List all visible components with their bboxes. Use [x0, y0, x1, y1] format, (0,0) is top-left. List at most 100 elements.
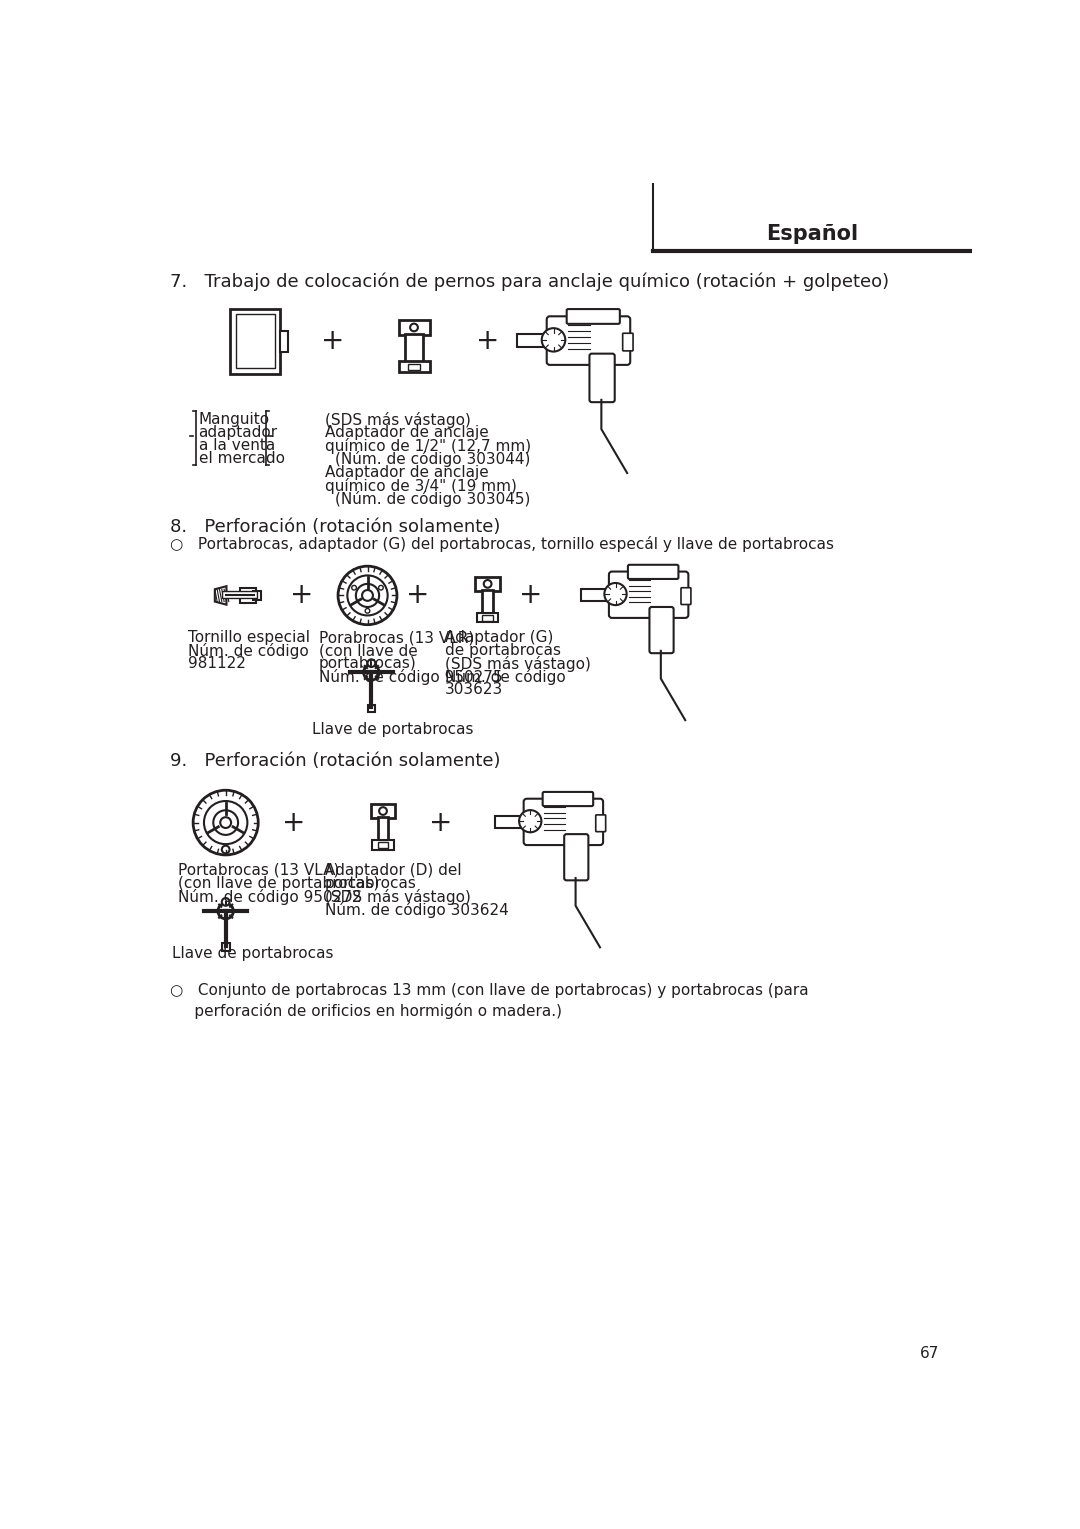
Circle shape — [605, 583, 626, 605]
Circle shape — [338, 566, 397, 625]
Text: (con llave de: (con llave de — [319, 644, 418, 657]
Circle shape — [213, 810, 238, 835]
Text: Núm. de código 950275: Núm. de código 950275 — [319, 670, 502, 685]
Text: +: + — [518, 581, 542, 610]
Bar — [482, 590, 494, 615]
Text: Núm. de código: Núm. de código — [445, 670, 566, 685]
Bar — [235, 315, 274, 368]
Bar — [230, 309, 280, 373]
FancyBboxPatch shape — [590, 353, 615, 402]
Text: 8.   Perforación (rotación solamente): 8. Perforación (rotación solamente) — [170, 518, 500, 537]
Text: (SDS más vástago): (SDS más vástago) — [325, 413, 471, 428]
Circle shape — [484, 579, 491, 587]
Text: +: + — [321, 327, 345, 355]
Text: +: + — [406, 581, 430, 610]
Text: Portabrocas (13 VLA): Portabrocas (13 VLA) — [177, 862, 339, 878]
Bar — [378, 816, 389, 842]
Text: (Núm. de código 303045): (Núm. de código 303045) — [335, 491, 530, 506]
Bar — [367, 705, 375, 713]
FancyBboxPatch shape — [649, 607, 674, 653]
Text: ○   Portabrocas, adaptador (G) del portabrocas, tornillo especál y llave de port: ○ Portabrocas, adaptador (G) del portabr… — [170, 537, 834, 552]
Text: +: + — [282, 809, 306, 836]
Circle shape — [221, 898, 230, 905]
Bar — [496, 815, 530, 829]
Text: ○   Conjunto de portabrocas 13 mm (con llave de portabrocas) y portabrocas (para: ○ Conjunto de portabrocas 13 mm (con lla… — [170, 983, 809, 1018]
FancyBboxPatch shape — [627, 564, 678, 579]
Text: Adaptador de anclaje: Adaptador de anclaje — [325, 465, 488, 480]
Bar — [370, 804, 395, 818]
Text: adaptador: adaptador — [199, 425, 278, 440]
Text: 303623: 303623 — [445, 682, 503, 697]
Text: (SDS más vástago): (SDS más vástago) — [325, 888, 471, 905]
Bar — [241, 587, 256, 602]
Bar — [399, 361, 430, 372]
Bar — [405, 333, 423, 362]
Circle shape — [542, 329, 565, 352]
Text: a la venta: a la venta — [199, 439, 274, 454]
Bar — [253, 590, 260, 599]
Bar — [280, 330, 287, 352]
Text: (Núm. de código 303044): (Núm. de código 303044) — [335, 451, 530, 468]
Text: Porabrocas (13 VLR): Porabrocas (13 VLR) — [319, 630, 474, 645]
Bar — [408, 364, 420, 370]
Text: Llave de portabrocas: Llave de portabrocas — [172, 946, 334, 960]
Circle shape — [367, 659, 375, 667]
Text: químico de 1/2" (12,7 mm): químico de 1/2" (12,7 mm) — [325, 439, 531, 454]
FancyBboxPatch shape — [567, 309, 620, 324]
Bar — [378, 842, 389, 849]
Text: Adaptador (G): Adaptador (G) — [445, 630, 553, 645]
Bar — [581, 589, 616, 601]
Text: Manguito: Manguito — [199, 413, 270, 427]
Text: de portabrocas: de portabrocas — [445, 644, 561, 657]
FancyBboxPatch shape — [609, 572, 688, 618]
FancyBboxPatch shape — [564, 835, 589, 881]
Circle shape — [379, 807, 387, 815]
Text: Llave de portabrocas: Llave de portabrocas — [312, 723, 473, 737]
Text: 981122: 981122 — [188, 656, 245, 671]
Text: portabrocas: portabrocas — [325, 876, 417, 891]
Circle shape — [218, 904, 233, 919]
Text: 67: 67 — [920, 1346, 940, 1361]
Circle shape — [204, 801, 247, 844]
Text: Español: Español — [767, 223, 859, 243]
Text: (SDS más vástago): (SDS más vástago) — [445, 656, 591, 673]
Bar — [373, 841, 394, 850]
Circle shape — [364, 665, 379, 680]
Bar — [476, 613, 499, 622]
Text: Adaptador de anclaje: Adaptador de anclaje — [325, 425, 488, 440]
Text: químico de 3/4" (19 mm): químico de 3/4" (19 mm) — [325, 477, 516, 494]
Text: Tornillo especial: Tornillo especial — [188, 630, 310, 645]
Text: +: + — [289, 581, 313, 610]
FancyBboxPatch shape — [623, 333, 633, 350]
Text: Núm. de código 303624: Núm. de código 303624 — [325, 902, 509, 917]
FancyBboxPatch shape — [524, 798, 603, 846]
Circle shape — [379, 586, 383, 590]
Bar — [475, 576, 500, 590]
Text: (con llave de portabrocas): (con llave de portabrocas) — [177, 876, 379, 891]
Bar — [221, 943, 230, 951]
Text: 7.   Trabajo de colocación de pernos para anclaje químico (rotación + golpeteo): 7. Trabajo de colocación de pernos para … — [170, 272, 889, 291]
Bar — [516, 333, 554, 347]
Circle shape — [352, 586, 356, 590]
FancyBboxPatch shape — [542, 792, 593, 806]
FancyBboxPatch shape — [546, 317, 631, 365]
Text: +: + — [430, 809, 453, 836]
Polygon shape — [215, 586, 227, 604]
Text: Núm. de código 950272: Núm. de código 950272 — [177, 888, 361, 905]
Bar — [652, 183, 972, 251]
Circle shape — [356, 584, 379, 607]
Circle shape — [365, 609, 369, 613]
Circle shape — [193, 790, 258, 855]
Text: portabrocas): portabrocas) — [319, 656, 417, 671]
FancyBboxPatch shape — [681, 587, 691, 604]
Circle shape — [362, 590, 373, 601]
Bar — [399, 320, 430, 335]
Text: el mercado: el mercado — [199, 451, 284, 466]
Circle shape — [221, 846, 230, 853]
Text: 9.   Perforación (rotación solamente): 9. Perforación (rotación solamente) — [170, 752, 500, 769]
Circle shape — [348, 575, 388, 616]
Circle shape — [220, 816, 231, 829]
FancyBboxPatch shape — [596, 815, 606, 832]
Text: Adaptador (D) del: Adaptador (D) del — [325, 862, 461, 878]
Text: Núm. de código: Núm. de código — [188, 644, 309, 659]
